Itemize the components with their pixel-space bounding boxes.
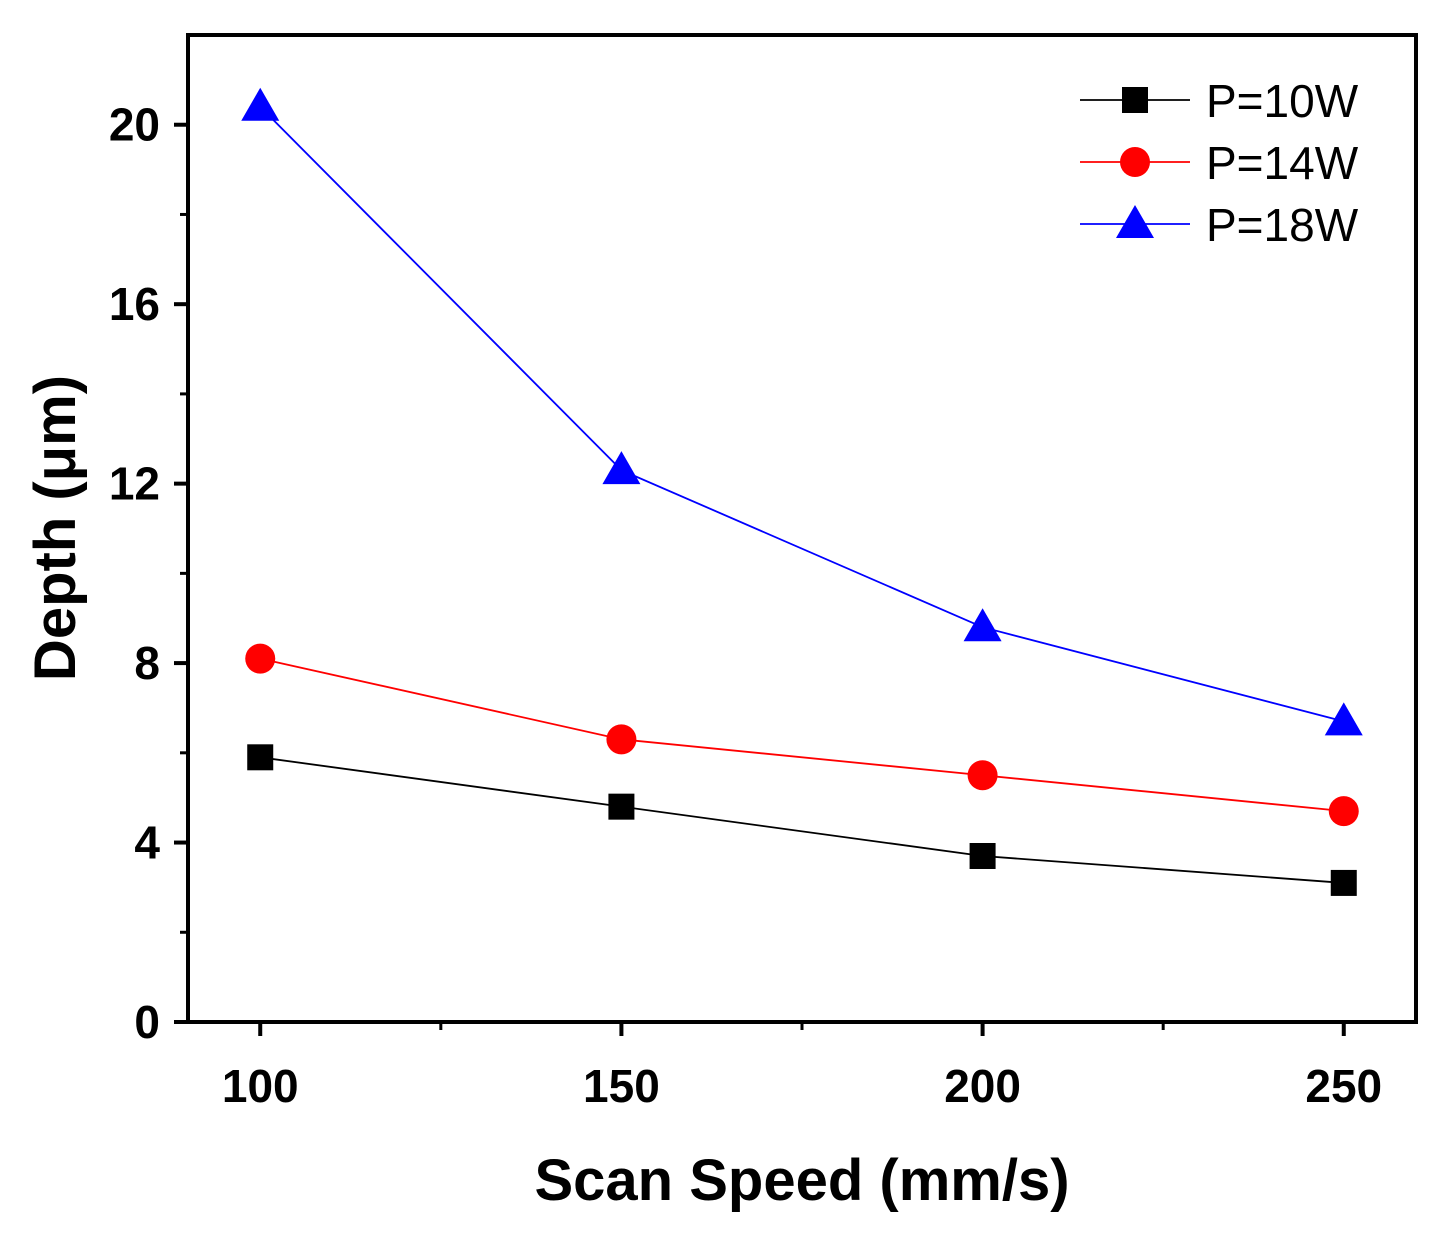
data-point-circle [967,760,998,791]
legend-entry: P=14W [1080,137,1359,189]
data-point-square [247,744,274,771]
y-axis-title: Depth (μm) [23,375,88,681]
data-point-square [608,793,635,820]
series-line-2 [260,657,1344,813]
x-axis-title: Scan Speed (mm/s) [534,1148,1069,1213]
x-tick-label: 100 [222,1060,299,1112]
series-line-1 [260,756,1344,884]
data-point-square [969,843,996,870]
x-tick-label: 250 [1305,1060,1382,1112]
data-point-circle [1328,796,1359,827]
legend-entry: P=10W [1080,75,1359,127]
data-point-circle [245,643,276,674]
legend-marker [1120,147,1150,177]
legend-label: P=14W [1206,137,1359,189]
data-point-triangle [963,608,1002,642]
x-tick-label: 150 [583,1060,660,1112]
series-lines [259,106,1344,884]
y-tick-label: 12 [109,458,160,510]
data-markers [241,87,1363,896]
data-point-circle [606,724,637,755]
data-point-triangle [602,451,641,485]
data-point-square [1330,869,1357,896]
data-point-triangle [1324,702,1363,736]
legend-label: P=18W [1206,199,1359,251]
y-tick-label: 8 [134,637,160,689]
y-tick-label: 16 [109,278,160,330]
legend-entry: P=18W [1080,199,1359,251]
x-tick-label: 200 [944,1060,1021,1112]
legend-marker [1116,205,1154,238]
data-point-triangle [241,87,280,121]
y-tick-label: 0 [134,996,160,1048]
y-tick-label: 20 [109,99,160,151]
tick-labels: 0 4 8 12 16 20 100 150 200 250 [109,99,1382,1112]
y-tick-label: 4 [134,817,160,869]
legend-label: P=10W [1206,75,1359,127]
axis-ticks [174,122,1346,1036]
series-line-3 [259,106,1344,723]
legend: P=10W P=14W P=18W [1080,75,1359,251]
legend-marker [1122,87,1148,113]
